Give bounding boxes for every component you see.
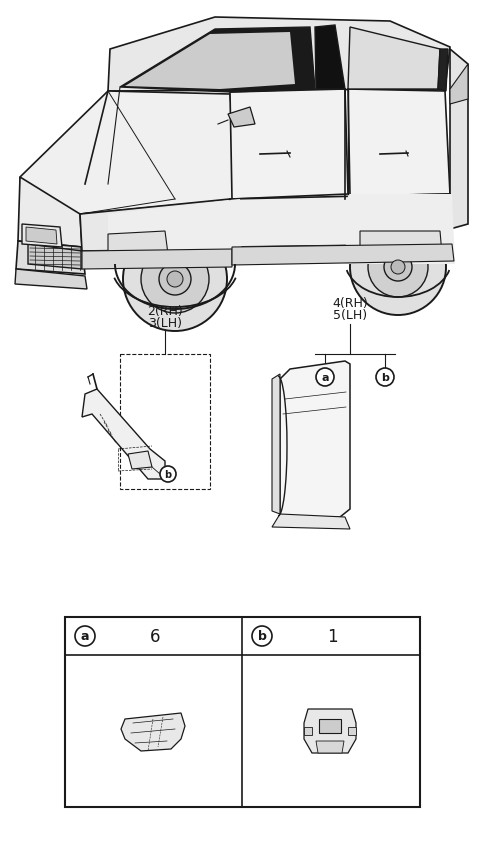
Text: 4(RH): 4(RH)	[332, 297, 368, 310]
Circle shape	[316, 368, 334, 386]
Polygon shape	[28, 245, 82, 270]
Text: 5(LH): 5(LH)	[333, 309, 367, 322]
FancyBboxPatch shape	[319, 719, 341, 733]
Polygon shape	[20, 92, 240, 215]
Circle shape	[376, 368, 394, 386]
Polygon shape	[450, 50, 468, 229]
Polygon shape	[360, 232, 442, 256]
Polygon shape	[82, 250, 232, 270]
Polygon shape	[348, 727, 356, 735]
Polygon shape	[121, 713, 185, 751]
Text: 3(LH): 3(LH)	[148, 316, 182, 329]
Text: b: b	[258, 630, 266, 643]
Polygon shape	[280, 362, 350, 519]
Polygon shape	[348, 28, 440, 90]
Polygon shape	[22, 224, 62, 247]
Polygon shape	[108, 18, 450, 92]
Polygon shape	[18, 177, 82, 247]
Polygon shape	[108, 232, 168, 258]
Circle shape	[167, 272, 183, 287]
Circle shape	[141, 246, 209, 314]
Circle shape	[123, 228, 227, 332]
Polygon shape	[82, 390, 165, 479]
Polygon shape	[16, 241, 85, 275]
Polygon shape	[450, 65, 468, 105]
Text: a: a	[81, 630, 89, 643]
Polygon shape	[304, 727, 312, 735]
Polygon shape	[120, 28, 315, 93]
Polygon shape	[232, 245, 454, 265]
Polygon shape	[315, 26, 345, 90]
Text: b: b	[165, 469, 171, 479]
Polygon shape	[272, 514, 350, 530]
Text: 2(RH): 2(RH)	[147, 305, 183, 317]
Circle shape	[160, 467, 176, 483]
Circle shape	[159, 264, 191, 296]
Polygon shape	[80, 200, 232, 252]
Polygon shape	[108, 200, 242, 264]
Polygon shape	[15, 270, 87, 290]
Polygon shape	[228, 107, 255, 128]
Text: b: b	[381, 373, 389, 382]
Circle shape	[368, 238, 428, 298]
Polygon shape	[128, 451, 152, 469]
Polygon shape	[304, 709, 356, 753]
Polygon shape	[272, 374, 280, 514]
Text: a: a	[321, 373, 329, 382]
Polygon shape	[230, 194, 452, 247]
FancyBboxPatch shape	[65, 618, 420, 807]
Polygon shape	[316, 741, 344, 753]
Polygon shape	[348, 90, 450, 197]
Polygon shape	[345, 194, 455, 264]
Circle shape	[384, 253, 412, 281]
Text: 1: 1	[327, 627, 337, 645]
Text: 6: 6	[150, 627, 160, 645]
Circle shape	[391, 261, 405, 275]
Polygon shape	[438, 50, 448, 92]
Circle shape	[75, 626, 95, 647]
Circle shape	[252, 626, 272, 647]
Polygon shape	[230, 90, 348, 200]
Polygon shape	[26, 228, 57, 245]
Circle shape	[350, 220, 446, 316]
Polygon shape	[125, 33, 295, 90]
